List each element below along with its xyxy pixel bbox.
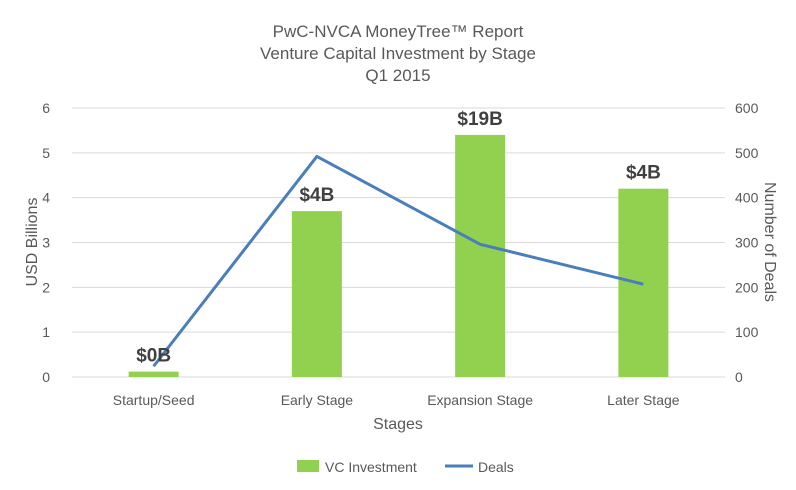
- x-tick-label: Startup/Seed: [113, 392, 195, 408]
- data-label: $19B: [457, 109, 502, 130]
- x-axis-label: Stages: [373, 416, 423, 433]
- y2-tick-label: 600: [735, 100, 759, 116]
- bar-vc-investment: [455, 134, 506, 377]
- y-tick-label: 4: [42, 190, 50, 206]
- x-tick-label: Early Stage: [281, 392, 354, 408]
- y-tick-label: 2: [42, 279, 50, 295]
- y-tick-label: 3: [42, 235, 50, 251]
- y-axis-label: USD Billions: [24, 198, 41, 287]
- data-label: $4B: [626, 163, 661, 184]
- line-deals: [152, 154, 644, 368]
- bar-vc-investment: [128, 371, 179, 377]
- bar-vc-investment: [291, 211, 342, 377]
- y2-tick-label: 200: [735, 279, 759, 295]
- y2-axis-label: Number of Deals: [761, 182, 778, 302]
- y-tick-label: 5: [42, 145, 50, 161]
- legend-label-vc-investment: VC Investment: [325, 459, 417, 475]
- y2-tick-label: 0: [735, 369, 743, 385]
- data-label: $4B: [299, 185, 334, 206]
- y-tick-label: 6: [42, 100, 50, 116]
- legend-label-deals: Deals: [478, 459, 514, 475]
- y2-tick-label: 100: [735, 324, 759, 340]
- y-tick-label: 1: [42, 324, 50, 340]
- legend-swatch-vc-investment: [297, 460, 319, 472]
- y-tick-label: 0: [42, 369, 50, 385]
- x-tick-label: Later Stage: [607, 392, 680, 408]
- chart-title-line-3: Q1 2015: [365, 66, 430, 85]
- y2-tick-label: 400: [735, 190, 759, 206]
- chart-title-line-1: PwC-NVCA MoneyTree™ Report: [273, 22, 524, 41]
- y2-tick-label: 500: [735, 145, 759, 161]
- data-label: $0B: [136, 346, 171, 367]
- chart-title-line-2: Venture Capital Investment by Stage: [260, 44, 536, 63]
- x-tick-label: Expansion Stage: [427, 392, 533, 408]
- y2-tick-label: 300: [735, 235, 759, 251]
